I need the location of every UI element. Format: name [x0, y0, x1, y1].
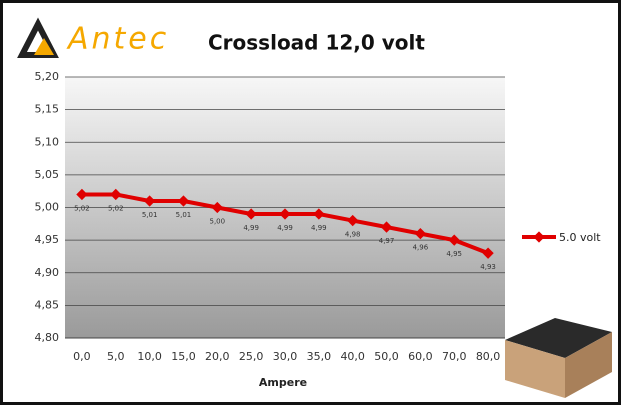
x-tick-label: 80,0: [476, 350, 501, 363]
y-tick-label: 5,10: [35, 135, 60, 148]
x-tick-label: 10,0: [137, 350, 162, 363]
value-label: 4,97: [379, 237, 395, 245]
value-label: 5,01: [142, 211, 158, 219]
value-label: 5,02: [108, 204, 124, 212]
x-tick-label: 15,0: [171, 350, 196, 363]
x-tick-label: 70,0: [442, 350, 467, 363]
y-tick-label: 4,90: [35, 266, 60, 279]
x-tick-label: 40,0: [340, 350, 365, 363]
x-tick-label: 25,0: [239, 350, 264, 363]
y-tick-label: 4,85: [35, 298, 60, 311]
brand: Antec: [66, 22, 169, 57]
y-tick-label: 5,20: [35, 70, 60, 83]
point-marker: [279, 208, 291, 220]
value-label: 5,01: [176, 211, 192, 219]
logo-accent: [34, 38, 54, 55]
point-marker: [414, 227, 427, 240]
point-marker: [448, 234, 460, 246]
y-tick-label: 5,15: [35, 103, 60, 116]
value-label: 5,00: [210, 218, 226, 226]
value-label: 4,99: [243, 224, 259, 232]
y-tick-label: 4,95: [35, 233, 60, 246]
point-marker: [313, 208, 325, 220]
y-tick-label: 4,80: [35, 331, 60, 344]
y-tick-label: 5,05: [35, 168, 60, 181]
value-label: 4,93: [480, 263, 496, 271]
point-marker: [347, 214, 359, 227]
point-marker: [482, 247, 494, 259]
legend-marker: [533, 231, 545, 243]
value-label: 4,99: [277, 224, 293, 232]
y-tick-label: 5,00: [35, 201, 60, 214]
value-label: 4,98: [345, 231, 361, 239]
x-tick-label: 30,0: [273, 350, 298, 363]
chart-title: Crossload 12,0 volt: [208, 31, 425, 55]
value-label: 4,95: [446, 250, 462, 258]
x-tick-label: 5,0: [107, 350, 125, 363]
value-label: 5,02: [74, 204, 90, 212]
legend-label: 5.0 volt: [559, 231, 601, 244]
point-marker: [211, 201, 223, 214]
x-tick-label: 35,0: [307, 350, 332, 363]
value-label: 4,99: [311, 224, 327, 232]
x-tick-label: 20,0: [205, 350, 230, 363]
x-tick-label: 0,0: [73, 350, 91, 363]
point-marker: [380, 221, 393, 233]
point-marker: [245, 208, 257, 220]
point-marker: [177, 195, 190, 207]
x-tick-label: 50,0: [374, 350, 399, 363]
point-marker: [143, 195, 156, 207]
value-label: 4,96: [413, 244, 429, 252]
x-axis-label: Ampere: [259, 376, 307, 389]
product-image: [505, 318, 612, 398]
x-tick-label: 60,0: [408, 350, 433, 363]
